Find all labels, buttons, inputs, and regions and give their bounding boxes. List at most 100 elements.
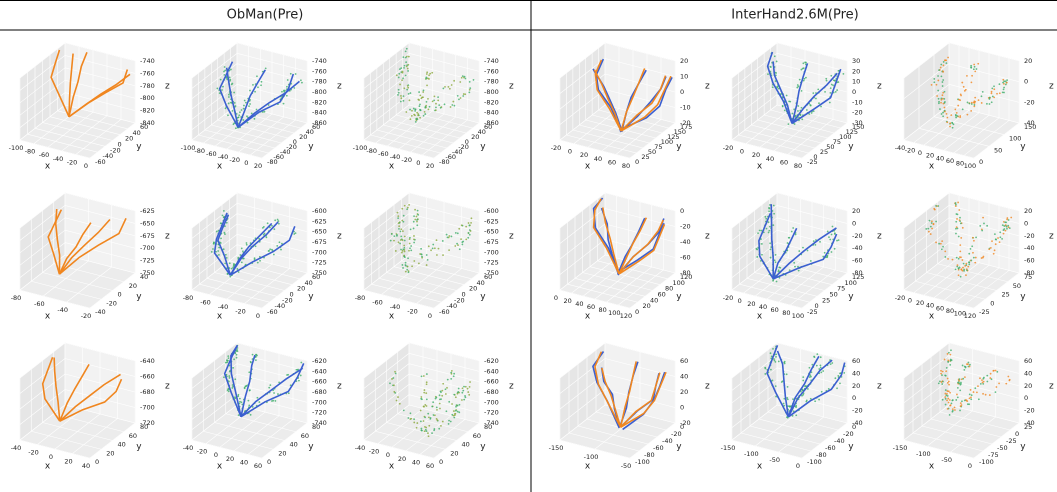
point xyxy=(449,88,451,90)
point xyxy=(964,376,966,378)
y-tick-label: 0 xyxy=(635,308,639,316)
point xyxy=(967,403,969,405)
point xyxy=(945,398,947,400)
z-tick-label: -80 xyxy=(1024,269,1035,277)
point xyxy=(966,269,968,271)
point xyxy=(969,393,971,395)
point xyxy=(941,113,943,115)
x-tick-label: 20 xyxy=(64,458,72,466)
point xyxy=(473,79,475,81)
z-tick-label: -20 xyxy=(1024,98,1035,106)
z-tick-label: -40 xyxy=(852,244,863,252)
point xyxy=(966,400,968,402)
point xyxy=(246,244,248,246)
point xyxy=(435,397,437,399)
point xyxy=(421,254,423,256)
point xyxy=(948,390,950,392)
point xyxy=(1005,80,1007,82)
z-tick-label: -660 xyxy=(312,378,327,386)
point xyxy=(436,239,438,241)
point xyxy=(944,91,946,93)
x-tick-label: -40 xyxy=(218,303,229,311)
point xyxy=(439,394,441,396)
point xyxy=(451,414,453,416)
point xyxy=(985,394,987,396)
point xyxy=(983,223,985,225)
y-tick-label: -100 xyxy=(807,458,822,466)
point xyxy=(989,103,991,105)
point xyxy=(944,256,946,258)
point xyxy=(221,89,223,91)
point xyxy=(995,243,997,245)
point xyxy=(238,414,240,416)
plot-panel: 0204060801001201201008060402000-20-40-60… xyxy=(554,193,710,322)
point xyxy=(817,88,819,90)
z-tick-label: -800 xyxy=(312,88,327,96)
point xyxy=(261,81,263,83)
y-tick-label: -60 xyxy=(267,308,278,316)
point xyxy=(402,71,404,73)
point xyxy=(945,389,947,391)
point xyxy=(951,122,953,124)
point xyxy=(273,254,275,256)
point xyxy=(404,251,406,253)
point xyxy=(929,220,931,222)
point xyxy=(417,114,419,116)
point xyxy=(993,253,995,255)
point xyxy=(423,392,425,394)
point xyxy=(255,245,257,247)
point xyxy=(964,265,966,267)
point xyxy=(947,378,949,380)
point xyxy=(243,105,245,107)
plot-panel: -200204060801001251007550250-25200-20-40… xyxy=(723,193,882,322)
point xyxy=(468,394,470,396)
point xyxy=(418,263,420,265)
point xyxy=(426,254,428,256)
point xyxy=(414,219,416,221)
point xyxy=(295,73,297,75)
point xyxy=(996,371,998,373)
point xyxy=(276,245,278,247)
z-axis-label: z xyxy=(509,381,514,391)
point xyxy=(974,66,976,68)
point xyxy=(942,246,944,248)
x-tick-label: 20 xyxy=(564,297,572,305)
point xyxy=(942,81,944,83)
z-tick-label: -675 xyxy=(140,232,155,240)
y-tick-label: -20 xyxy=(106,299,117,307)
point xyxy=(393,240,395,242)
point xyxy=(836,240,838,242)
point xyxy=(298,380,300,382)
point xyxy=(393,235,395,237)
point xyxy=(956,218,958,220)
z-tick-label: -625 xyxy=(484,217,499,225)
point xyxy=(461,244,463,246)
point xyxy=(468,232,470,234)
point xyxy=(931,222,933,224)
point xyxy=(936,95,938,97)
x-tick-label: -60 xyxy=(378,150,389,158)
x-axis-label: x xyxy=(389,462,395,472)
z-axis-label: z xyxy=(877,381,882,391)
point xyxy=(460,97,462,99)
point xyxy=(935,242,937,244)
point xyxy=(406,65,408,67)
y-axis-label: y xyxy=(308,142,314,152)
point xyxy=(220,79,222,81)
point xyxy=(945,59,947,61)
point xyxy=(962,378,964,380)
point xyxy=(952,127,954,129)
point xyxy=(390,240,392,242)
point xyxy=(959,250,961,252)
point xyxy=(982,257,984,259)
point xyxy=(938,98,940,100)
point xyxy=(442,383,444,385)
point xyxy=(757,232,759,234)
x-tick-label: 0 xyxy=(49,453,53,461)
x-tick-label: 0 xyxy=(428,312,432,320)
point xyxy=(393,391,395,393)
point xyxy=(444,86,446,88)
point xyxy=(949,399,951,401)
z-axis-label: z xyxy=(877,81,882,91)
point xyxy=(396,400,398,402)
